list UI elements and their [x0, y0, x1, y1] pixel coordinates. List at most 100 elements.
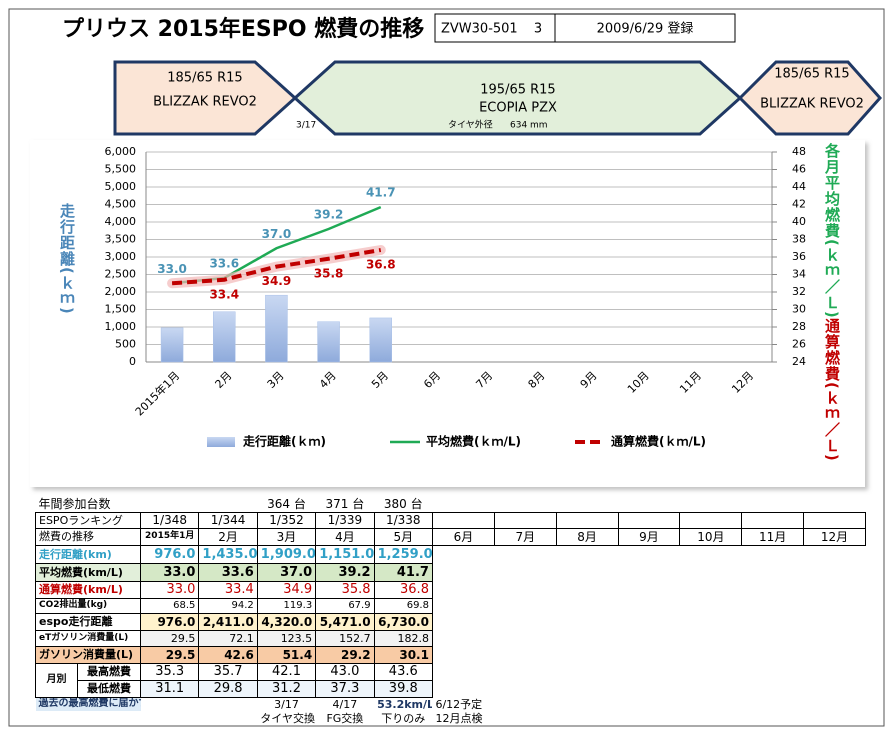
cell	[556, 711, 618, 725]
tire-name: BLIZZAK REVO2	[760, 97, 864, 112]
table-row: CO2排出量(kg) 68.5 94.2 119.3 67.9 69.8	[34, 597, 866, 614]
data-label: 39.2	[314, 208, 344, 222]
cell	[680, 598, 742, 613]
cell: 35.7	[198, 662, 258, 681]
cell	[742, 598, 804, 613]
data-table: 年間参加台数 364 台 371 台 380 台 ESPOランキング 1/348 1/344…	[34, 496, 866, 725]
cell	[494, 496, 556, 512]
cell	[804, 563, 866, 581]
y-tick-label: 3,000	[105, 250, 137, 263]
cell: FG交換	[326, 711, 364, 725]
cell	[494, 663, 556, 680]
y-tick-label: 500	[115, 338, 136, 351]
cell	[556, 545, 618, 563]
cell: 35.8	[315, 580, 375, 599]
cell	[804, 613, 866, 630]
cell: 5,471.0	[315, 612, 375, 631]
cell	[680, 563, 742, 581]
cell	[742, 545, 804, 563]
table-row: 月別 最高燃費 35.3 35.7 42.1 43.0 43.6	[35, 662, 866, 698]
cell	[36, 711, 141, 725]
cell	[432, 581, 494, 598]
cell: 68.5	[140, 597, 200, 614]
y-tick-label: 3,500	[105, 233, 137, 246]
cell	[431, 511, 495, 529]
y-tick-label: 2,000	[105, 285, 137, 298]
cell: タイヤ交換	[260, 711, 315, 725]
cell: 39.2	[315, 562, 375, 582]
cell: 1,259.0	[373, 544, 433, 564]
cell	[618, 598, 680, 613]
row-label: 燃費の推移	[34, 527, 142, 546]
cell: 4,320.0	[256, 612, 317, 631]
tire-arrow	[737, 60, 883, 136]
y-tick-label: 1,000	[105, 320, 137, 333]
cell	[804, 663, 866, 680]
cell	[742, 711, 804, 725]
bar	[213, 311, 236, 363]
tire-note: 3/17	[296, 121, 316, 131]
row-label: 平均燃費(km/L)	[34, 562, 142, 582]
model: ZVW30-501	[441, 22, 518, 37]
cell	[618, 711, 680, 725]
cell: 119.3	[256, 597, 317, 614]
y-axis-label: 走行距離(ｋｍ)	[58, 203, 76, 315]
cell: 11月	[741, 527, 805, 546]
table-row: ガソリン消費量(L) 29.5 42.6 51.4 29.2 30.1	[34, 645, 866, 664]
y-tick-label: 4,500	[105, 198, 137, 211]
cell: 36.8	[373, 580, 433, 599]
cell: 34.9	[256, 580, 317, 599]
cell	[804, 711, 866, 725]
cell: 37.0	[256, 562, 317, 582]
table-row: タイヤ交換 FG交換 下りのみ 12月点検	[36, 711, 866, 725]
cell	[432, 613, 494, 630]
cell: 67.9	[315, 597, 375, 614]
cell	[556, 563, 618, 581]
info-box	[434, 13, 736, 43]
cell	[742, 646, 804, 663]
table-row: eTガソリン消費量(L) 29.5 72.1 123.5 152.7 182.8	[34, 629, 866, 647]
cell	[618, 663, 680, 680]
cell: 6月	[431, 527, 495, 546]
cell: 53.2km/L	[377, 697, 433, 711]
cell	[556, 697, 618, 711]
cell	[432, 663, 494, 680]
tire-name: ECOPIA PZX	[479, 101, 557, 116]
data-label: 37.0	[262, 227, 292, 241]
cell: 31.1	[140, 679, 200, 698]
cell	[680, 613, 742, 630]
cell	[556, 613, 618, 630]
row-label: espo走行距離	[34, 612, 142, 631]
row-label: eTガソリン消費量(L)	[34, 629, 142, 647]
cell	[680, 697, 742, 711]
cell: 1/339	[315, 511, 375, 529]
data-label: 33.0	[157, 262, 187, 276]
row-label: 年間参加台数	[38, 496, 111, 511]
cell: 3月	[256, 527, 317, 546]
y2-tick-label: 38	[792, 233, 806, 246]
cell: 41.7	[373, 562, 433, 582]
cell: 29.8	[198, 679, 258, 698]
cell: 29.5	[140, 645, 200, 664]
cell	[804, 581, 866, 598]
cell	[618, 630, 680, 646]
cell	[493, 511, 557, 529]
cell	[742, 496, 804, 512]
table-row: 年間参加台数 364 台 371 台 380 台	[36, 496, 866, 512]
cell	[680, 646, 742, 663]
y2-axis-label: 各月平均燃費(ｋｍ／Ｌ)	[823, 143, 841, 319]
number: 3	[534, 22, 542, 37]
y2-tick-label: 26	[792, 338, 806, 351]
table-row: 平均燃費(km/L) 33.0 33.6 37.0 39.2 41.7	[34, 562, 866, 582]
cell	[494, 563, 556, 581]
cell	[494, 581, 556, 598]
cell: 1/338	[373, 511, 433, 529]
data-label: 33.6	[209, 257, 239, 271]
legend-swatch	[207, 437, 235, 447]
y2-tick-label: 46	[792, 163, 806, 176]
cell	[618, 613, 680, 630]
cell: 2月	[198, 527, 258, 546]
cell	[680, 711, 742, 725]
cell: 364 台	[267, 496, 306, 511]
